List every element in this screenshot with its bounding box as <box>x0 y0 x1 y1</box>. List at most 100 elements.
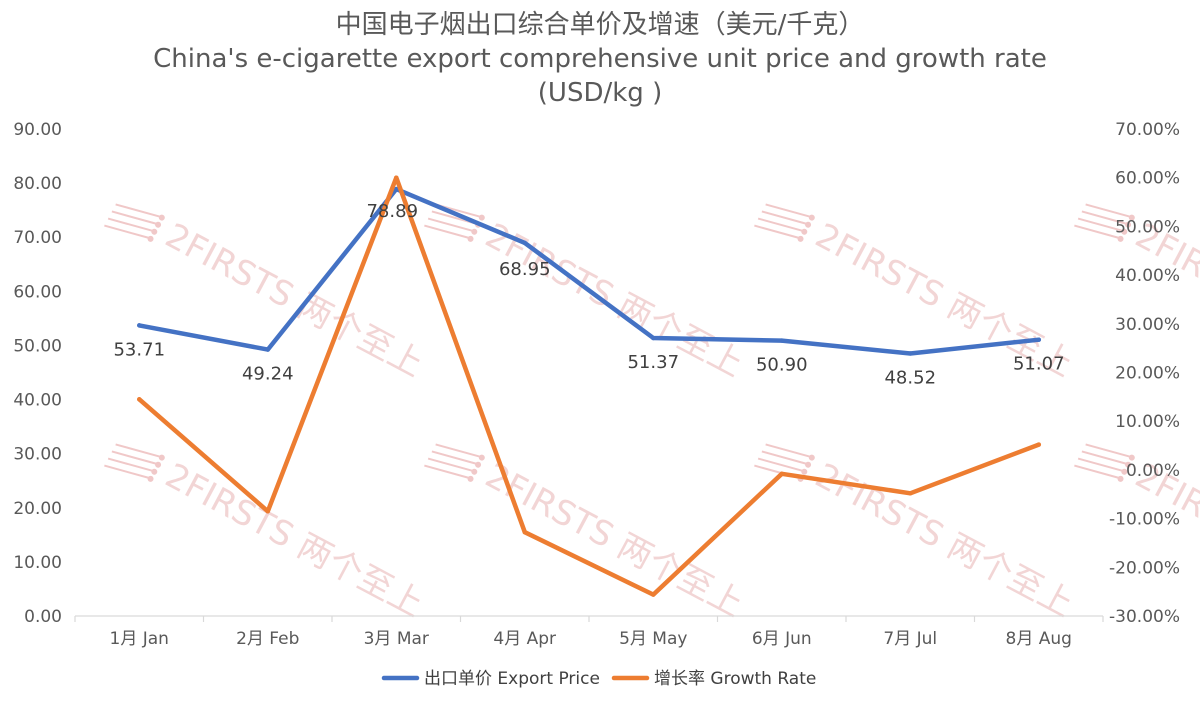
y-right-tick-label: -20.00% <box>1109 558 1180 578</box>
y-left-tick-label: 70.00 <box>13 228 62 248</box>
series-0-point <box>1036 337 1041 342</box>
y-right-tick-label: 30.00% <box>1115 315 1180 335</box>
x-tick-label: 3月 Mar <box>364 629 429 649</box>
watermark-dot <box>808 454 815 461</box>
y-left-tick-label: 50.00 <box>13 336 62 356</box>
y-right-tick-label: 10.00% <box>1115 412 1180 432</box>
price-data-label: 68.95 <box>499 259 551 280</box>
watermark-dot <box>805 461 812 468</box>
watermark-stroke <box>104 464 150 479</box>
y-left-tick-label: 80.00 <box>13 174 62 194</box>
series-0-point <box>265 347 270 352</box>
y-left-tick-label: 10.00 <box>13 553 62 573</box>
chart-subtitle-line-2: (USD/kg ) <box>537 78 663 108</box>
chart-title: 中国电子烟出口综合单价及增速（美元/千克） <box>335 10 865 40</box>
watermark-stroke <box>1085 443 1131 458</box>
y-right-tick-label: -30.00% <box>1109 607 1180 627</box>
y-right-tick-label: 40.00% <box>1115 266 1180 286</box>
watermark-stroke <box>435 443 481 458</box>
watermark-stroke <box>754 464 800 479</box>
series-line-1 <box>137 175 1042 597</box>
watermark-dot <box>155 461 162 468</box>
chart-title-block: 中国电子烟出口综合单价及增速（美元/千克） China's e-cigarett… <box>0 8 1200 110</box>
watermark-stroke <box>1081 450 1127 465</box>
data-labels: 53.71 49.24 78.89 68.95 51.37 50.90 48.52 51.07 <box>113 201 1064 388</box>
watermark-dot <box>155 221 162 228</box>
watermark-stroke <box>111 450 157 465</box>
price-data-label: 51.07 <box>1013 354 1065 375</box>
watermark-stroke <box>104 224 150 239</box>
series-1-point <box>908 491 913 496</box>
watermark-text: 2FIRSTS 两个至上 <box>1129 216 1200 385</box>
series-0-point <box>522 240 527 246</box>
watermark-layer: 2FIRSTS 两个至上 2FIRSTS 两个至上 2FIRSTS 两个至上 2FIR… <box>104 203 1200 625</box>
watermark-dot <box>158 214 165 221</box>
watermark-dot <box>147 475 154 482</box>
watermark-stroke <box>754 224 800 239</box>
watermark-text: 2FIRSTS 两个至上 <box>159 216 430 385</box>
legend-label-1: 增长率 Growth Rate <box>654 669 816 689</box>
legend: 出口单价 Export Price 增长率 Growth Rate <box>381 669 816 689</box>
watermark-dot <box>1121 468 1128 475</box>
watermark-stroke <box>107 217 153 232</box>
watermark-stroke <box>765 203 811 218</box>
series-0-point <box>394 186 399 192</box>
series-0-point <box>651 335 656 341</box>
watermark-dot <box>1128 214 1135 221</box>
legend-label-0: 出口单价 Export Price <box>424 669 600 689</box>
watermark-stroke <box>765 443 811 458</box>
watermark-dot <box>801 228 808 235</box>
watermark-text: 2FIRSTS 两个至上 <box>159 456 430 625</box>
watermark-dot <box>808 214 815 221</box>
x-tick-label: 5月 May <box>619 629 687 649</box>
y-right-tick-label: 0.00% <box>1126 461 1180 481</box>
y-left-tick-label: 60.00 <box>13 282 62 302</box>
watermark-dot <box>158 454 165 461</box>
series-layer <box>137 175 1042 597</box>
series-1-point <box>779 471 784 476</box>
x-tick-label: 4月 Apr <box>493 629 556 649</box>
watermark-dot <box>1125 221 1132 228</box>
watermark-stroke <box>1085 203 1131 218</box>
watermark-dot <box>147 235 154 242</box>
x-tick-label: 1月 Jan <box>110 629 169 649</box>
watermark-stroke <box>424 224 470 239</box>
watermark-logo: 2FIRSTS 两个至上 <box>104 443 430 625</box>
series-1-point <box>265 509 270 514</box>
y-right-tick-label: -10.00% <box>1109 510 1180 530</box>
watermark-logo: 2FIRSTS 两个至上 <box>754 443 1080 625</box>
watermark-dot <box>475 461 482 468</box>
watermark-dot <box>1117 475 1124 482</box>
series-1-point <box>394 175 399 180</box>
watermark-stroke <box>427 217 473 232</box>
watermark-dot <box>478 214 485 221</box>
watermark-stroke <box>1074 464 1120 479</box>
y-right-tick-label: 70.00% <box>1115 120 1180 140</box>
watermark-dot <box>1128 454 1135 461</box>
watermark-stroke <box>1081 210 1127 225</box>
price-data-label: 49.24 <box>242 364 294 385</box>
series-line-0 <box>137 186 1042 356</box>
watermark-stroke <box>1074 224 1120 239</box>
watermark-stroke <box>761 450 807 465</box>
watermark-dot <box>797 235 804 242</box>
watermark-stroke <box>757 457 803 472</box>
watermark-dot <box>801 468 808 475</box>
watermark-stroke <box>761 210 807 225</box>
watermark-stroke <box>757 217 803 232</box>
series-1-point <box>651 592 656 597</box>
watermark-dot <box>478 454 485 461</box>
watermark-dot <box>1117 235 1124 242</box>
watermark-stroke <box>427 457 473 472</box>
series-0-point <box>137 323 142 328</box>
series-1-point <box>1036 442 1041 447</box>
watermark-dot <box>151 228 158 235</box>
watermark-dot <box>471 468 478 475</box>
x-tick-label: 7月 Jul <box>883 629 937 649</box>
y-right-tick-label: 60.00% <box>1115 169 1180 189</box>
price-data-label: 48.52 <box>884 367 936 388</box>
y-left-tick-label: 40.00 <box>13 391 62 411</box>
watermark-stroke <box>1077 457 1123 472</box>
watermark-dot <box>471 228 478 235</box>
